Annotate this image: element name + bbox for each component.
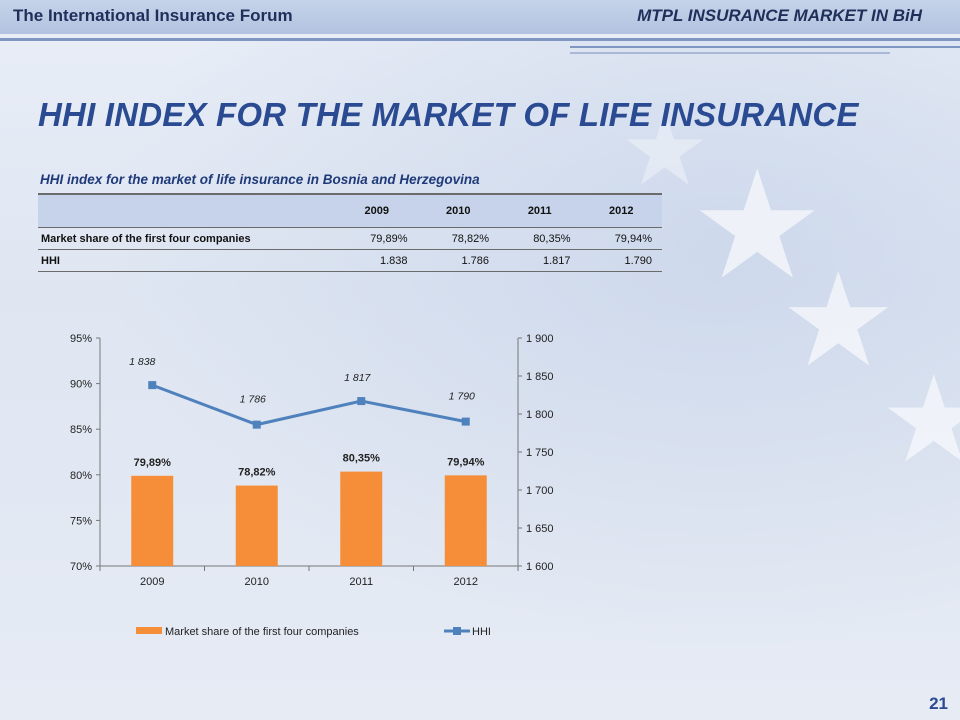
table-row: HHI 1.838 1.786 1.817 1.790 xyxy=(38,249,662,272)
header-stripe xyxy=(570,46,960,48)
left-tick-label: 95% xyxy=(70,333,92,345)
hhi-chart: 70% 75% 80% 85% 90% 95% 1 600 1 650 1 700 1 750 1 … xyxy=(70,333,554,638)
bar-data-label: 78,82% xyxy=(238,467,276,479)
star-decoration-2: ★ xyxy=(780,247,897,393)
legend-swatch-marker xyxy=(453,627,461,635)
table-header-cell: 2011 xyxy=(499,193,581,228)
right-tick-label: 1 850 xyxy=(526,371,554,383)
bar xyxy=(340,471,383,566)
left-tick-label: 70% xyxy=(70,561,92,573)
hhi-point xyxy=(357,397,366,406)
table-header-row: 2009 2010 2011 2012 xyxy=(38,193,662,228)
bar xyxy=(444,475,487,566)
forum-title: The International Insurance Forum xyxy=(13,6,293,25)
left-tick-label: 75% xyxy=(70,515,92,527)
hhi-point xyxy=(461,417,470,426)
market-title: MTPL INSURANCE MARKET IN BiH xyxy=(637,6,922,25)
header-stripe xyxy=(570,52,890,54)
star-decoration-4: ★ xyxy=(620,94,710,206)
table-header-cell: 2009 xyxy=(336,193,418,228)
bar xyxy=(235,485,278,566)
table-cell: 1.786 xyxy=(417,249,499,272)
bar-data-label: 80,35% xyxy=(343,453,381,465)
table-header-cell: 2012 xyxy=(580,193,662,228)
hhi-point xyxy=(148,381,157,390)
right-tick-label: 1 800 xyxy=(526,409,554,421)
background xyxy=(0,40,960,720)
legend-label: HHI xyxy=(472,626,491,638)
table-cell: 80,35% xyxy=(499,227,581,250)
table-cell: 1.790 xyxy=(580,249,662,272)
row-label: Market share of the first four companies xyxy=(38,227,336,250)
x-tick-label: 2010 xyxy=(245,576,269,588)
table-header-cell xyxy=(38,193,336,228)
star-decoration-3: ★ xyxy=(880,353,960,487)
star-decoration-1: ★ xyxy=(690,141,825,309)
hhi-data-label: 1 790 xyxy=(449,391,475,403)
hhi-line xyxy=(151,383,467,427)
right-tick-label: 1 600 xyxy=(526,561,554,573)
table-caption: HHI index for the market of life insuran… xyxy=(40,172,480,187)
hhi-point xyxy=(252,420,261,429)
hhi-data-label: 1 838 xyxy=(129,356,155,368)
legend-label: Market share of the first four companies xyxy=(165,626,359,638)
x-tick-label: 2011 xyxy=(349,576,373,588)
table-header-cell: 2010 xyxy=(417,193,499,228)
right-tick-label: 1 650 xyxy=(526,523,554,535)
left-tick-label: 80% xyxy=(70,470,92,482)
table-cell: 79,89% xyxy=(336,227,418,250)
table-cell: 78,82% xyxy=(417,227,499,250)
table-cell: 79,94% xyxy=(580,227,662,250)
hhi-data-label: 1 817 xyxy=(344,372,371,384)
left-tick-label: 90% xyxy=(70,379,92,391)
x-tick-label: 2009 xyxy=(140,576,164,588)
right-tick-label: 1 700 xyxy=(526,485,554,497)
hhi-table: 2009 2010 2011 2012 Market share of the … xyxy=(38,193,662,272)
x-tick-label: 2012 xyxy=(454,576,478,588)
right-tick-label: 1 900 xyxy=(526,333,554,345)
header-stripe xyxy=(0,38,960,41)
bar xyxy=(131,475,174,566)
table-row: Market share of the first four companies… xyxy=(38,227,662,250)
bar-data-label: 79,94% xyxy=(447,456,485,468)
table-cell: 1.817 xyxy=(499,249,581,272)
page-title: HHI INDEX FOR THE MARKET OF LIFE INSURAN… xyxy=(38,96,859,133)
header-bar: The International Insurance Forum MTPL I… xyxy=(0,0,960,34)
legend-swatch-bar xyxy=(136,627,162,634)
page-number: 21 xyxy=(929,694,948,713)
table-cell: 1.838 xyxy=(336,249,418,272)
right-tick-label: 1 750 xyxy=(526,447,554,459)
row-label: HHI xyxy=(38,249,336,272)
hhi-data-label: 1 786 xyxy=(240,394,266,406)
bar-data-label: 79,89% xyxy=(134,457,172,469)
left-tick-label: 85% xyxy=(70,424,92,436)
